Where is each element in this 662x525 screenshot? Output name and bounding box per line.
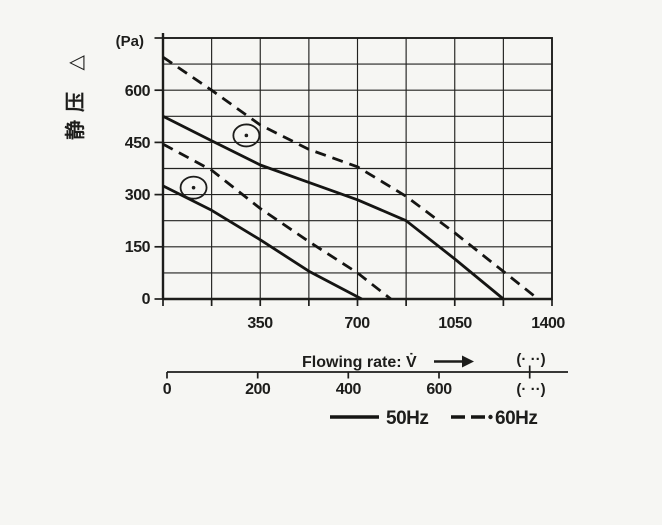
- flow-tick-label-200: 200: [245, 381, 271, 398]
- operating-point-dot: [244, 133, 249, 138]
- y-axis-title: 静压 △: [63, 47, 87, 140]
- flow-arrow-icon: [462, 355, 474, 368]
- flow-axis-unit-bottom: (· ··): [516, 381, 545, 398]
- flow-axis-title: Flowing rate: V̇: [302, 353, 417, 371]
- flow-axis-unit-top: (· ··): [516, 351, 545, 368]
- y-axis-unit: (Pa): [116, 33, 144, 50]
- curves: [162, 55, 539, 301]
- axis-ticks: [154, 37, 553, 306]
- operating-point-circle: [232, 123, 261, 148]
- x-tick-label-1400: 1400: [531, 315, 565, 332]
- y-tick-label-600: 600: [125, 83, 151, 100]
- y-tick-label-150: 150: [125, 239, 151, 256]
- x-tick-label-350: 350: [247, 315, 273, 332]
- operating-point-circle: [179, 175, 208, 200]
- legend-50hz-label: 50Hz: [386, 408, 428, 429]
- flow-tick-label-0: 0: [163, 381, 172, 398]
- legend-60hz-label: 60Hz: [495, 408, 537, 429]
- x-tick-label-700: 700: [344, 315, 370, 332]
- flow-tick-label-400: 400: [336, 381, 362, 398]
- curve-50hz-upper-curve: [162, 115, 505, 301]
- x-tick-label-1050: 1050: [438, 315, 472, 332]
- curve-50hz-lower-curve: [162, 184, 363, 301]
- curve-60hz-lower-curve: [162, 142, 392, 301]
- y-tick-label-0: 0: [142, 291, 151, 308]
- y-tick-label-300: 300: [125, 187, 151, 204]
- flow-tick-label-600: 600: [426, 381, 452, 398]
- legend-60hz-dot: [488, 414, 493, 420]
- grid-lines: [163, 38, 552, 299]
- curve-60hz-upper-curve: [162, 55, 539, 301]
- y-tick-label-450: 450: [125, 135, 151, 152]
- operating-point-markers: [179, 123, 261, 200]
- operating-point-dot: [191, 185, 196, 190]
